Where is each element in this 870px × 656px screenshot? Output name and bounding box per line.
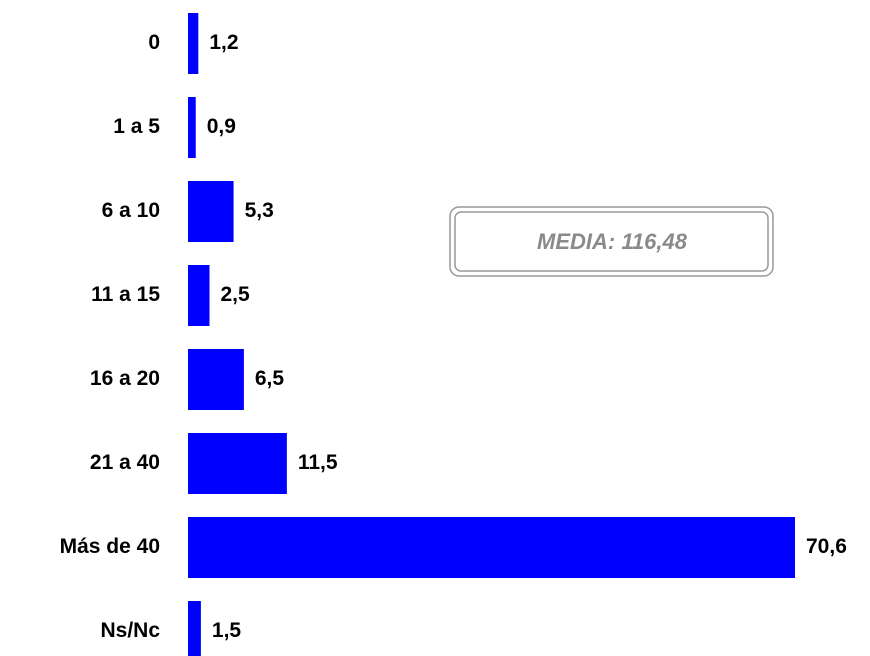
bar bbox=[188, 349, 244, 410]
bar bbox=[188, 97, 196, 158]
value-label: 11,5 bbox=[298, 451, 338, 474]
category-label: 21 a 40 bbox=[90, 451, 160, 474]
value-label: 2,5 bbox=[220, 283, 250, 306]
value-label: 1,5 bbox=[212, 619, 242, 642]
category-label: 0 bbox=[148, 31, 160, 54]
bar bbox=[188, 517, 795, 578]
category-label: Más de 40 bbox=[60, 535, 160, 558]
annotation-box-inner bbox=[454, 211, 769, 272]
bar bbox=[188, 265, 210, 326]
bar bbox=[188, 433, 287, 494]
annotation: MEDIA: 116,48 bbox=[537, 229, 688, 254]
value-label: 6,5 bbox=[255, 367, 285, 390]
value-label: 0,9 bbox=[207, 115, 236, 138]
category-label: Ns/Nc bbox=[100, 619, 160, 642]
annotation-box-outer bbox=[449, 206, 774, 277]
value-label: 5,3 bbox=[245, 199, 274, 222]
category-label: 6 a 10 bbox=[102, 199, 160, 222]
bar bbox=[188, 13, 199, 74]
bar bbox=[188, 181, 234, 242]
category-label: 1 a 5 bbox=[113, 115, 160, 138]
value-label: 1,2 bbox=[209, 31, 238, 54]
category-label: 11 a 15 bbox=[91, 283, 160, 306]
value-label: 70,6 bbox=[806, 535, 847, 558]
category-label: 16 a 20 bbox=[90, 367, 160, 390]
bar bbox=[188, 601, 201, 656]
